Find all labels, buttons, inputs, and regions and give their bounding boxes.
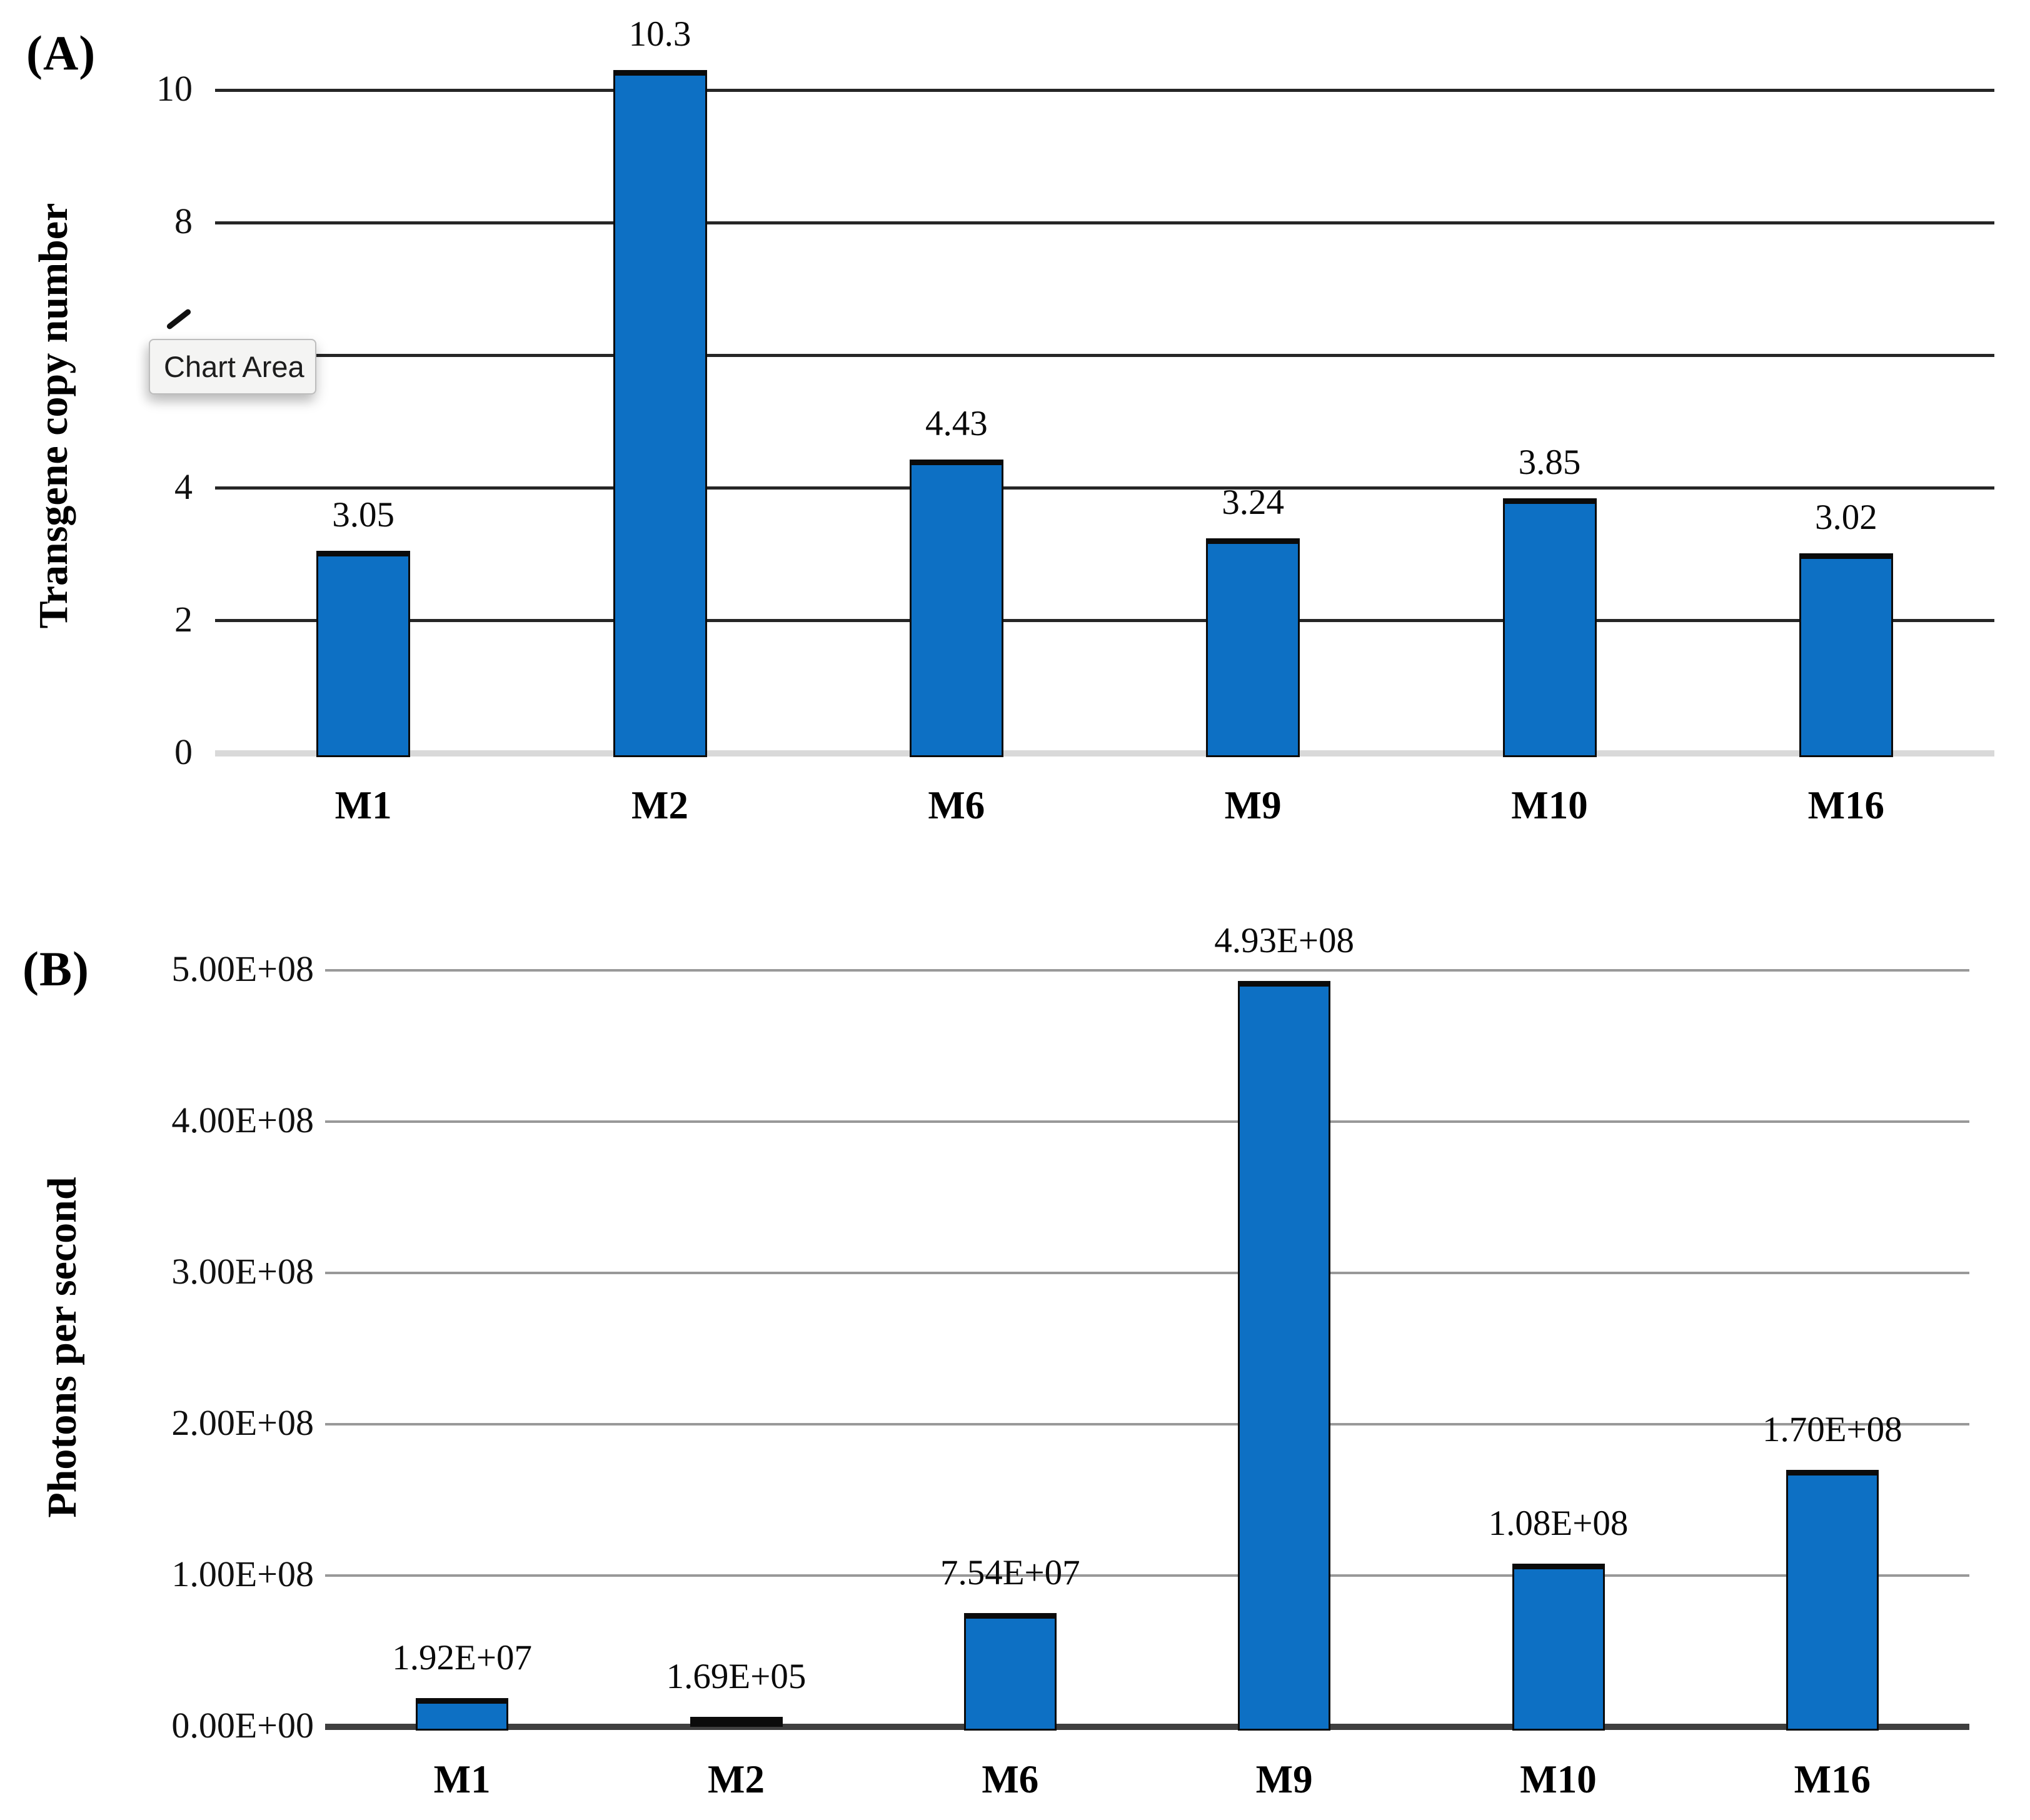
- bar-value-label-B-M16: 1.70E+08: [1762, 1409, 1902, 1449]
- bar-value-label-A-M6: 4.43: [925, 403, 988, 443]
- x-category-label-A-M1: M1: [334, 783, 392, 827]
- x-category-label-A-M16: M16: [1807, 783, 1885, 827]
- y-tick-label-B-3: 3.00E+08: [171, 1251, 314, 1292]
- bar-value-label-A-M9: 3.24: [1222, 483, 1285, 523]
- bar-A-M9: [1206, 538, 1300, 757]
- x-category-label-A-M2: M2: [631, 783, 688, 827]
- bar-A-M16: [1799, 553, 1893, 757]
- panel-b-letter: (B): [23, 942, 89, 996]
- gridline-B-3: [325, 1272, 1969, 1274]
- panel-a-y-axis-title: Transgene copy number: [31, 203, 76, 629]
- bar-B-M16: [1786, 1469, 1879, 1731]
- gridline-A-3: [215, 353, 1994, 357]
- x-axis-line-B: [325, 1724, 1969, 1730]
- gridline-B-2: [325, 1423, 1969, 1425]
- chart-area-tooltip: Chart Area: [149, 339, 316, 395]
- x-category-label-A-M10: M10: [1511, 783, 1588, 827]
- x-category-label-B-M9: M9: [1255, 1757, 1313, 1801]
- x-category-label-A-M6: M6: [928, 783, 985, 827]
- y-tick-label-A-2: 4: [174, 466, 193, 507]
- y-tick-label-A-1: 2: [174, 598, 193, 640]
- y-tick-label-B-4: 4.00E+08: [171, 1100, 314, 1140]
- bar-value-label-A-M1: 3.05: [332, 495, 395, 535]
- bar-B-M6: [963, 1612, 1057, 1731]
- x-category-label-B-M2: M2: [708, 1757, 765, 1801]
- x-category-label-B-M10: M10: [1520, 1757, 1597, 1801]
- panel-b-y-axis-title: Photons per second: [39, 1177, 85, 1518]
- bar-value-label-B-M2: 1.69E+05: [666, 1657, 806, 1696]
- bar-A-M6: [909, 459, 1003, 757]
- mouse-cursor-mark: [166, 308, 192, 331]
- bar-A-M1: [316, 551, 411, 757]
- bar-value-label-B-M1: 1.92E+07: [392, 1637, 533, 1677]
- x-category-label-B-M6: M6: [982, 1757, 1039, 1801]
- gridline-B-5: [325, 969, 1969, 972]
- gridline-B-4: [325, 1120, 1969, 1123]
- chart-area-tooltip-label: Chart Area: [164, 350, 304, 383]
- bar-B-M10: [1512, 1563, 1605, 1731]
- bar-value-label-B-M9: 4.93E+08: [1214, 920, 1355, 960]
- x-axis-line-A: [215, 750, 1994, 757]
- x-category-label-B-M16: M16: [1794, 1757, 1871, 1801]
- gridline-A-4: [215, 221, 1994, 224]
- bar-B-M1: [416, 1697, 509, 1731]
- x-category-label-A-M9: M9: [1224, 783, 1282, 827]
- bar-value-label-A-M2: 10.3: [628, 14, 691, 54]
- panel-a-letter: (A): [26, 26, 96, 80]
- bar-B-M2: [690, 1717, 783, 1727]
- y-tick-label-A-5: 10: [156, 68, 193, 109]
- x-category-label-B-M1: M1: [433, 1757, 491, 1801]
- gridline-A-1: [215, 619, 1994, 623]
- gridline-A-2: [215, 486, 1994, 490]
- y-tick-label-A-4: 8: [174, 201, 193, 242]
- y-tick-label-B-0: 0.00E+00: [171, 1705, 314, 1746]
- bar-A-M10: [1502, 498, 1597, 757]
- bar-value-label-B-M10: 1.08E+08: [1488, 1503, 1629, 1543]
- gridline-B-1: [325, 1574, 1969, 1577]
- y-tick-label-B-5: 5.00E+08: [171, 948, 314, 989]
- y-tick-label-B-2: 2.00E+08: [171, 1402, 314, 1443]
- y-tick-label-B-1: 1.00E+08: [171, 1554, 314, 1594]
- bar-value-label-A-M16: 3.02: [1814, 497, 1877, 537]
- y-tick-label-A-0: 0: [174, 732, 193, 772]
- gridline-A-5: [215, 88, 1994, 92]
- bar-value-label-A-M10: 3.85: [1518, 442, 1581, 482]
- bar-A-M2: [613, 70, 707, 757]
- bar-value-label-B-M6: 7.54E+07: [940, 1552, 1080, 1592]
- bar-B-M9: [1238, 980, 1331, 1731]
